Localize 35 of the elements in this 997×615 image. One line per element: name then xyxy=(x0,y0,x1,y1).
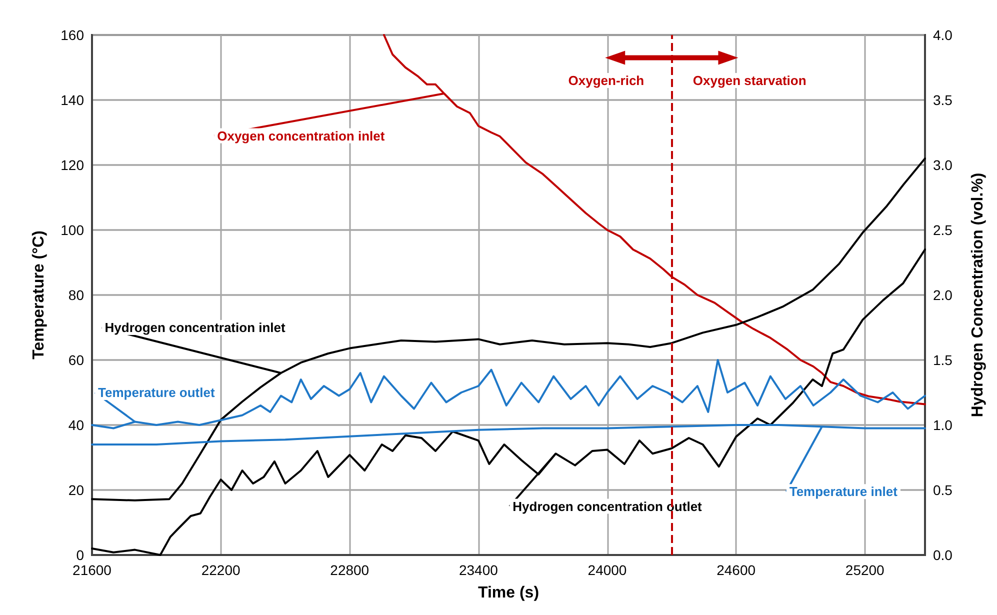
series-label: Temperature outlet xyxy=(98,385,216,400)
x-tick-label: 25200 xyxy=(845,562,885,578)
y2-tick-label: 2.0 xyxy=(933,287,953,303)
y-tick-label: 120 xyxy=(60,157,84,173)
x-tick-label: 24000 xyxy=(588,562,627,578)
y-tick-label: 80 xyxy=(68,287,84,303)
y2-tick-label: 4.0 xyxy=(933,27,953,43)
y-tick-label: 160 xyxy=(60,27,84,43)
text: Temperature inlet xyxy=(789,484,898,500)
x-tick-label: 23400 xyxy=(458,562,498,578)
text: Oxygen concentration inlet xyxy=(217,128,386,144)
y2-tick-label: 0.0 xyxy=(933,547,953,563)
y2-tick-label: 1.5 xyxy=(933,352,953,368)
y2-tick-label: 3.5 xyxy=(933,92,953,108)
y2-tick-label: 2.5 xyxy=(933,222,953,238)
y2-tick-label: 1.0 xyxy=(933,417,953,433)
x-tick-label: 21600 xyxy=(72,562,112,578)
annotation: Oxygen starvation xyxy=(692,73,806,88)
y-tick-label: 100 xyxy=(60,222,84,238)
x-tick-label: 24600 xyxy=(716,562,756,578)
x-axis-title: Time (s) xyxy=(478,584,540,602)
y-tick-label: 0 xyxy=(76,547,84,563)
y-axis-title: Temperature (°C) xyxy=(30,230,48,360)
y2-tick-label: 0.5 xyxy=(933,482,953,498)
y-tick-label: 40 xyxy=(68,417,84,433)
annotation: Oxygen-rich xyxy=(568,73,644,88)
y2-tick-label: 3.0 xyxy=(933,157,953,173)
text: Hydrogen concentration outlet xyxy=(512,498,703,514)
y-tick-label: 20 xyxy=(68,482,84,498)
text: Hydrogen concentration inlet xyxy=(104,320,286,335)
y-tick-label: 60 xyxy=(68,352,84,368)
x-tick-label: 22800 xyxy=(330,562,370,578)
x-tick-label: 22200 xyxy=(201,562,240,578)
y2-axis-title: Hydrogen Concentration (vol.%) xyxy=(970,172,986,418)
y-tick-label: 140 xyxy=(60,92,84,108)
